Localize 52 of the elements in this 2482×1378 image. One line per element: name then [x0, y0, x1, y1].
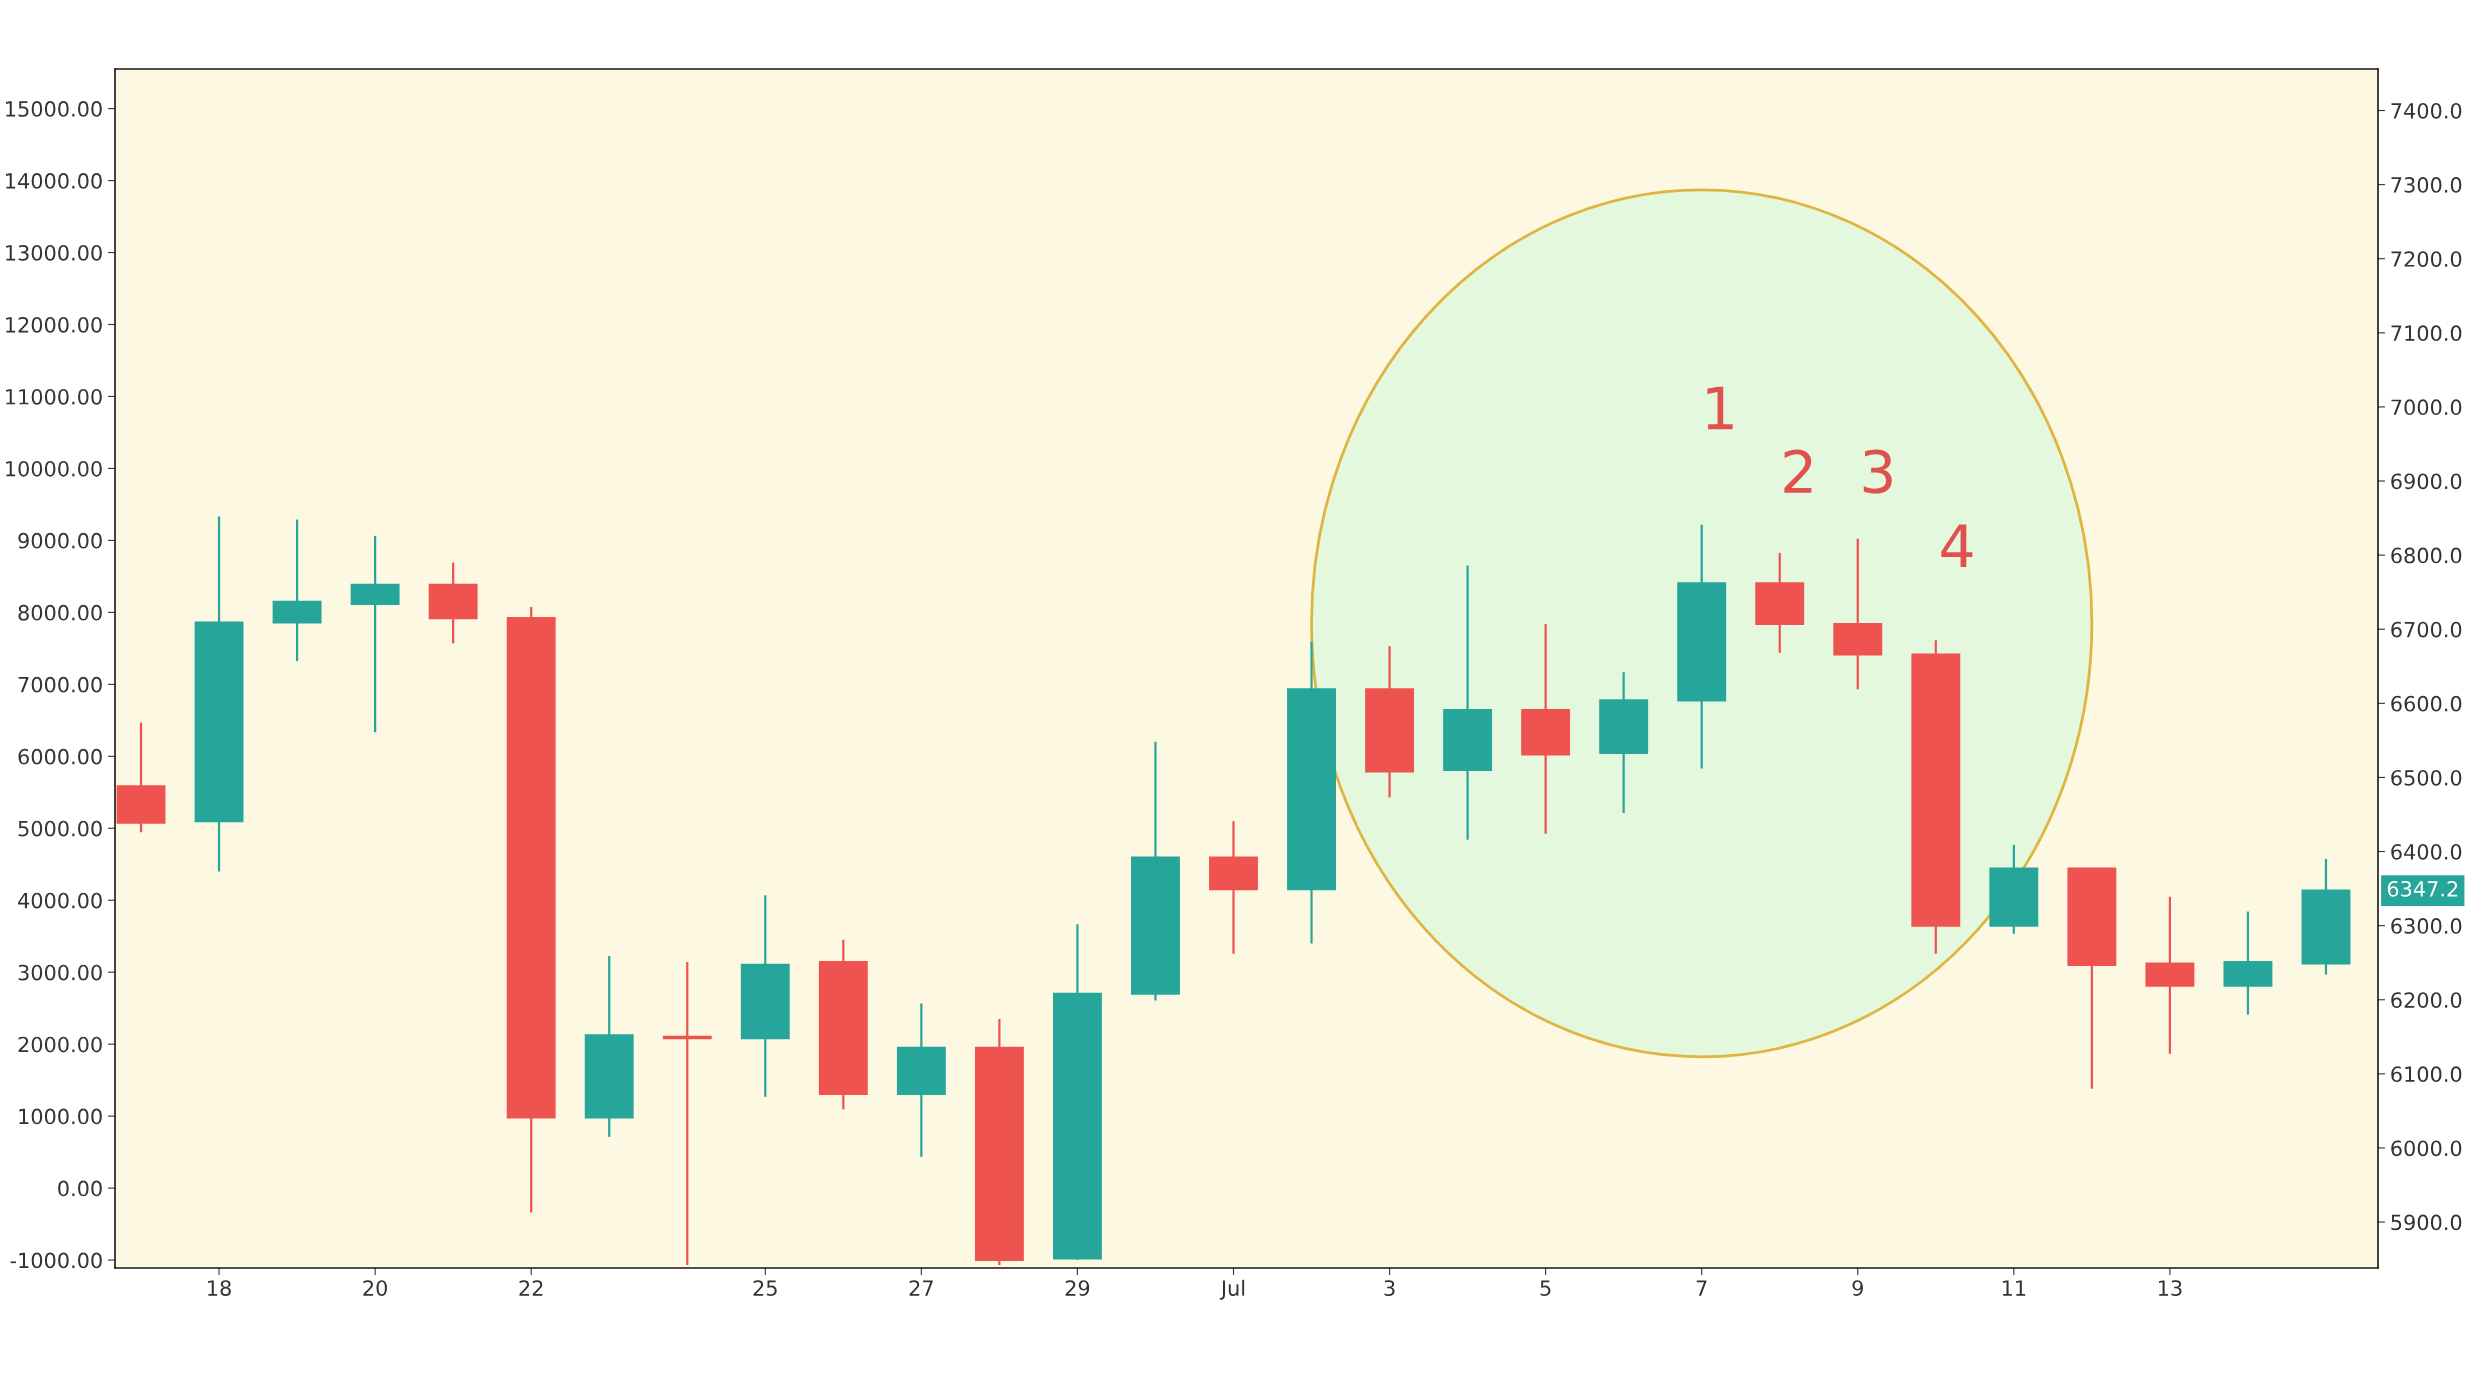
annotation: 2: [1784, 449, 1812, 493]
y-tick-label: 6000.00: [18, 748, 102, 765]
y-tick-label: 9000.00: [18, 532, 102, 549]
y-tick-label: 12000.00: [6, 316, 102, 333]
y2-tick-label: 7100.0: [2391, 325, 2462, 342]
y-tick-label: 8000.00: [18, 604, 102, 621]
y2-tick-label: 6100.0: [2391, 1066, 2462, 1083]
y2-tick-label: 6000.0: [2391, 1140, 2462, 1157]
x-tick-label: 9: [1852, 1280, 1863, 1296]
x-tick-label: 27: [909, 1280, 933, 1296]
y2-tick-label: 6200.0: [2391, 992, 2462, 1008]
y-tick-label: 13000.00: [6, 244, 102, 261]
x-tick-label: 11: [2002, 1280, 2026, 1296]
y2-tick-label: 6800.0: [2391, 547, 2462, 564]
y-tick-label: 5000.00: [18, 820, 102, 837]
y-tick-label: 10000.00: [6, 460, 102, 477]
y2-tick-label: 7200.0: [2391, 251, 2462, 267]
x-tick-label: 13: [2158, 1280, 2182, 1296]
candlestick: [350, 534, 400, 734]
x-tick-label: Jul: [1219, 1279, 1245, 1300]
text: 6347.2: [2387, 880, 2458, 897]
x-tick-label: 3: [1384, 1280, 1395, 1296]
y-tick-label: 11000.00: [6, 388, 102, 405]
y-tick-label: -1000.00: [10, 1252, 102, 1269]
y-tick-label: 7000.00: [18, 676, 102, 693]
x-tick-label: 7: [1696, 1280, 1707, 1296]
x-tick-label: 18: [208, 1280, 231, 1296]
annotation: 3: [1863, 449, 1892, 494]
y2-tick-label: 6300.0: [2391, 918, 2462, 934]
y2-tick-label: 6600.0: [2391, 695, 2462, 712]
y2-tick-label: 6400.0: [2391, 843, 2462, 860]
x-tick-label: 5: [1540, 1280, 1551, 1296]
x-tick-label: 20: [363, 1280, 387, 1296]
x-tick-label: 25: [753, 1280, 777, 1296]
y-tick-label: 0.00: [58, 1180, 102, 1197]
y-tick-label: 3000.00: [18, 964, 102, 981]
y2-tick-label: 6700.0: [2391, 621, 2462, 638]
y2-tick-label: 6900.0: [2391, 473, 2462, 490]
y-tick-label: 2000.00: [18, 1036, 102, 1053]
y-tick-label: 4000.00: [18, 892, 102, 909]
y2-tick-label: 7300.0: [2391, 177, 2462, 193]
annotation: 1: [1707, 386, 1733, 430]
y2-tick-label: 5900.0: [2391, 1214, 2462, 1231]
y-tick-label: 14000.00: [6, 173, 102, 189]
y2-tick-label: 7400.0: [2391, 102, 2462, 119]
annotation: 4: [1941, 524, 1973, 568]
y-tick-label: 1000.00: [19, 1108, 102, 1125]
x-tick-label: 29: [1065, 1280, 1090, 1296]
y-tick-label: 15000.00: [6, 101, 102, 117]
y2-tick-label: 6500.0: [2391, 769, 2462, 786]
y2-tick-label: 7000.0: [2391, 399, 2462, 416]
x-tick-label: 22: [519, 1280, 543, 1296]
